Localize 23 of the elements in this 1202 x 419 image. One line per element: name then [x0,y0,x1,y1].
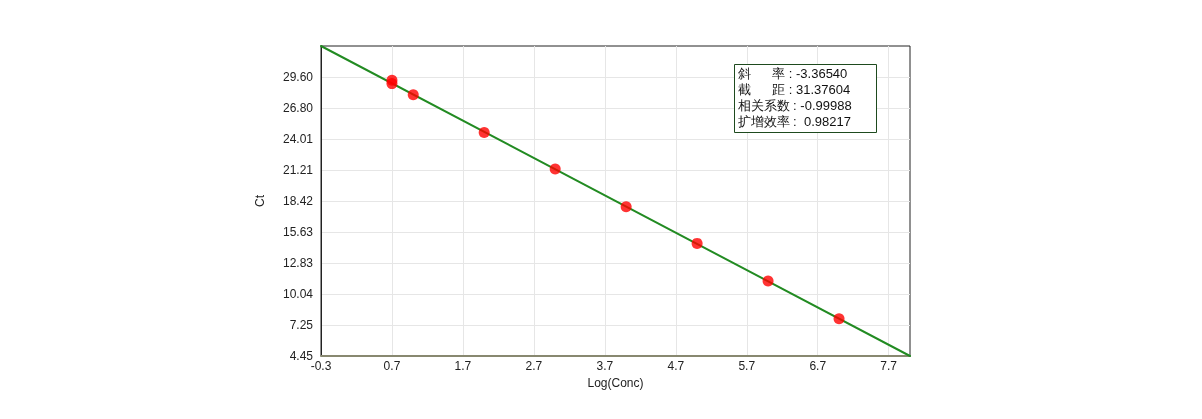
x-tick-label: 3.7 [596,359,614,373]
annotation: 斜 率 : -3.36540 [737,65,848,81]
y-tick-label: 15.63 [282,224,314,239]
x-tick-label: 0.7 [383,359,401,373]
x-tick-label: 5.7 [738,359,756,373]
x-tick-label: 2.7 [525,359,543,373]
annotation: 扩增效率 : 0.98217 [737,113,851,129]
y-tick-label: 12.83 [282,256,314,271]
y-tick-label: 24.01 [282,131,314,146]
x-tick-label: 7.7 [880,359,898,373]
y-tick-label: 21.21 [282,163,314,178]
y-tick-label: 29.60 [282,69,314,84]
annotation: 截 距 : 31.37604 [737,81,851,97]
x-tick-label: 4.7 [667,359,685,373]
y-tick-label: 18.42 [282,194,314,208]
y-axis-title: Ct [253,194,267,207]
y-tick-label: 7.25 [289,317,314,332]
x-tick-label: 1.7 [454,359,472,373]
x-axis-title: Log(Conc) [587,375,644,390]
x-tick-label: 6.7 [809,359,827,373]
y-tick-label: 10.04 [282,286,314,301]
y-tick-label: 26.80 [282,101,314,116]
annotation: 相关系数 : -0.99988 [737,97,852,113]
